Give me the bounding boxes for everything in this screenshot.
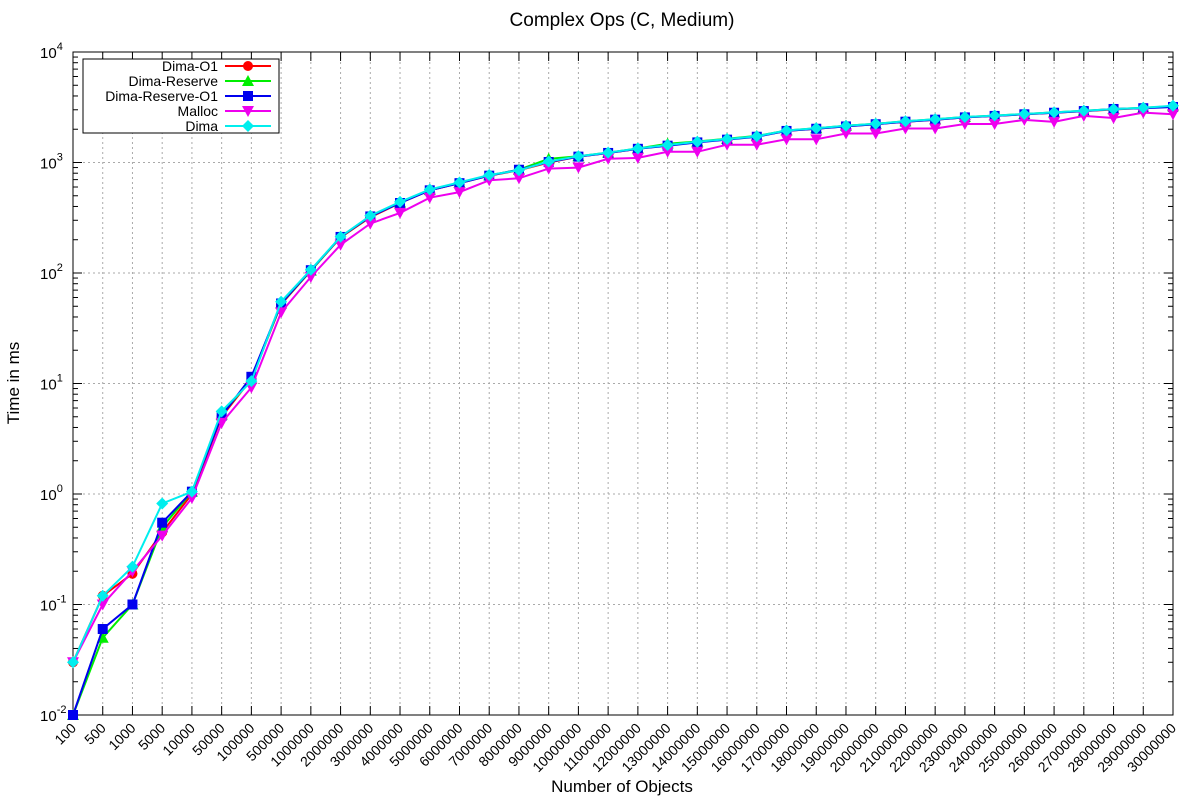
data-point <box>96 589 109 602</box>
data-point <box>304 272 317 284</box>
y-tick-exponent: -1 <box>57 594 67 606</box>
legend-label: Dima-O1 <box>162 58 218 74</box>
y-tick-exponent: 1 <box>57 373 63 385</box>
data-point <box>483 169 496 182</box>
data-point <box>1018 107 1031 120</box>
data-point <box>572 150 585 163</box>
y-tick-exponent: 3 <box>57 152 63 164</box>
data-point <box>453 176 466 189</box>
data-point <box>453 187 466 199</box>
data-point <box>1167 99 1179 112</box>
data-point <box>1018 114 1031 126</box>
data-point <box>958 119 971 131</box>
data-point <box>631 142 644 155</box>
legend-marker <box>242 106 254 117</box>
grid <box>73 51 1173 716</box>
legend-marker <box>243 91 253 101</box>
data-point <box>157 517 168 528</box>
data-point <box>899 115 912 128</box>
data-point <box>215 405 228 418</box>
data-point <box>394 195 407 208</box>
legend-marker <box>242 120 254 132</box>
legend-label: Dima-Reserve-O1 <box>105 88 218 104</box>
data-point <box>1048 116 1061 128</box>
data-point <box>839 128 852 140</box>
data-point <box>542 155 555 168</box>
data-point <box>127 599 138 610</box>
y-tick-exponent: 4 <box>57 41 63 53</box>
data-point <box>67 656 79 669</box>
y-axis-label: Time in ms <box>4 342 23 425</box>
data-point <box>364 209 377 222</box>
data-point <box>423 183 436 196</box>
data-point <box>721 133 734 146</box>
data-point <box>364 218 377 230</box>
data-point <box>185 485 198 498</box>
data-point <box>661 139 674 152</box>
series-line <box>72 111 1174 663</box>
data-point <box>1137 101 1150 114</box>
data-point <box>869 128 882 140</box>
data-point <box>275 295 288 308</box>
chart-title: Complex Ops (C, Medium) <box>510 10 735 31</box>
legend: Dima-O1Dima-ReserveDima-Reserve-O1Malloc… <box>82 58 280 134</box>
data-point <box>602 146 615 159</box>
data-point <box>156 530 169 542</box>
data-point <box>185 493 198 505</box>
data-point <box>156 497 169 510</box>
x-axis-label: Number of Objects <box>551 777 693 796</box>
data-point <box>334 230 347 243</box>
data-point <box>512 173 525 185</box>
data-point <box>958 111 971 124</box>
data-point <box>126 560 139 573</box>
data-point <box>512 164 525 177</box>
data-point <box>1107 112 1120 124</box>
data-point <box>1167 109 1179 121</box>
data-point <box>780 134 793 146</box>
data-point <box>602 153 615 165</box>
data-point <box>750 130 763 143</box>
data-point <box>68 710 78 720</box>
data-point <box>394 207 407 219</box>
data-point <box>334 239 347 251</box>
y-tick-exponent: 0 <box>57 483 63 495</box>
data-point <box>988 109 1001 122</box>
data-point <box>97 624 108 635</box>
data-point <box>988 119 1001 131</box>
data-point <box>929 113 942 126</box>
data-point <box>899 123 912 135</box>
data-point <box>572 162 585 174</box>
data-point <box>245 375 258 388</box>
series-4 <box>67 99 1179 669</box>
data-point <box>661 146 674 158</box>
data-point <box>1107 103 1120 116</box>
data-point <box>810 122 823 135</box>
data-point <box>780 124 793 137</box>
y-tick-exponent: 2 <box>57 262 63 274</box>
data-point <box>1048 106 1061 119</box>
data-point <box>750 139 763 151</box>
data-point <box>810 134 823 146</box>
data-point <box>691 146 704 158</box>
data-point <box>691 135 704 148</box>
legend-marker <box>243 61 253 71</box>
legend-label: Dima <box>185 118 218 134</box>
legend-label: Malloc <box>178 103 218 119</box>
data-point <box>721 139 734 151</box>
data-point <box>304 263 317 276</box>
data-point <box>423 192 436 204</box>
data-point <box>929 123 942 135</box>
data-point <box>869 117 882 130</box>
data-point <box>1077 104 1090 117</box>
legend-marker <box>242 75 254 86</box>
legend-label: Dima-Reserve <box>129 73 219 89</box>
data-point <box>631 152 644 164</box>
data-point <box>542 163 555 175</box>
data-point <box>839 119 852 132</box>
series-group <box>67 99 1179 720</box>
y-tick-exponent: -2 <box>57 704 67 716</box>
